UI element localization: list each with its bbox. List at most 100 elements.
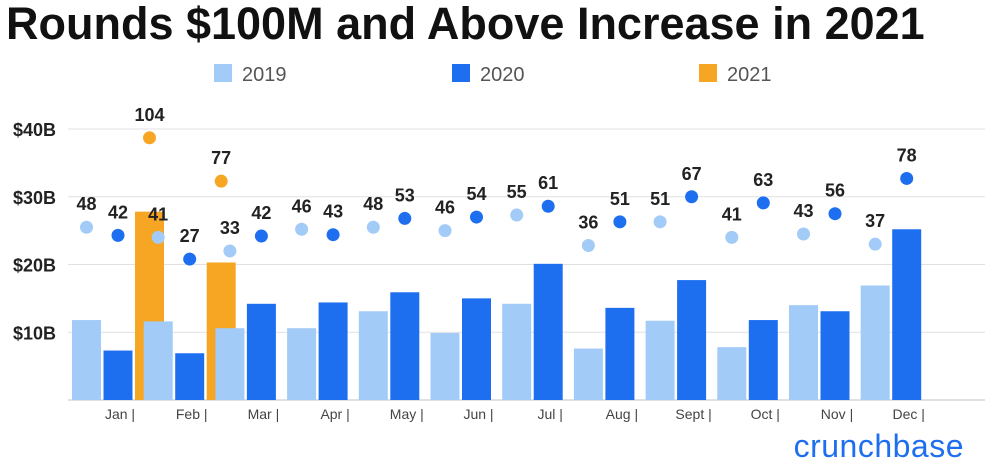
count-label-2020-11: 56 [825,181,845,201]
count-marker-2020-5 [398,211,412,225]
x-tick-label: Dec | [892,406,924,422]
x-tick-label: May | [390,406,424,422]
bar-2019-4 [287,328,317,400]
bar-2020-8 [605,307,635,400]
count-label-2020-4: 43 [323,202,343,222]
count-marker-2019-6 [438,224,452,238]
count-marker-2020-6 [470,210,483,224]
count-label-2020-10: 63 [753,170,773,190]
bars [72,211,922,400]
x-tick-label: Jan | [105,406,135,422]
count-label-2019-10: 41 [722,204,742,224]
bar-2020-7 [533,263,563,400]
y-tick-label: $40B [13,120,56,140]
count-labels: 48 42 104 41 27 77 33 42 46 43 48 53 46 54 55 61 36 51 51 6… [76,105,916,246]
count-label-2020-3: 42 [251,203,271,223]
count-marker-2020-8 [613,215,627,229]
count-marker-2021-2 [214,174,228,188]
x-tick-label: Mar | [248,406,280,422]
bar-2019-11 [789,305,818,400]
count-label-2019-12: 37 [865,211,885,231]
bar-2019-5 [358,311,388,400]
bar-2020-4 [318,302,348,400]
count-marker-2021-1 [143,131,156,145]
count-marker-2020-10 [756,196,770,210]
count-marker-2019-3 [223,244,237,258]
count-marker-2019-4 [295,222,309,236]
count-marker-2020-12 [900,171,914,185]
bar-2020-1 [103,350,133,400]
count-label-2019-9: 51 [650,189,670,209]
count-marker-2019-11 [797,227,810,241]
x-axis-ticks: Jan | Feb | Mar | Apr | May | Jun | Jul | Aug |… [105,406,925,422]
bar-2020-11 [820,311,850,400]
count-marker-2020-4 [326,228,340,242]
count-label-2019-6: 46 [435,198,455,218]
count-label-2020-9: 67 [682,164,702,184]
count-label-2019-1: 48 [76,194,96,214]
bar-2020-6 [462,298,491,400]
count-label-2019-7: 55 [507,182,527,202]
bar-2019-9 [645,320,675,400]
count-marker-2020-1 [111,228,125,242]
bar-2020-9 [677,280,707,400]
count-marker-2020-3 [254,229,268,243]
bar-2019-6 [430,332,460,400]
bar-2019-12 [860,285,890,400]
count-label-2021-2: 77 [211,148,231,168]
count-marker-2019-9 [653,215,667,229]
count-label-2021-1: 104 [134,105,164,125]
y-tick-label: $10B [13,323,56,343]
bar-2019-8 [573,348,603,400]
count-marker-2019-5 [366,220,380,234]
bar-2020-12 [892,229,922,400]
count-marker-2019-1 [80,220,93,234]
bar-2019-3 [215,328,245,400]
count-label-2019-11: 43 [793,201,813,221]
x-tick-label: Sept | [675,406,711,422]
legend-label-2021: 2021 [727,64,772,86]
count-label-2019-3: 33 [220,218,240,238]
y-axis-ticks: $10B $20B $30B $40B [13,120,56,343]
chart-title: Rounds $100M and Above Increase in 2021 [6,0,925,49]
count-label-2019-4: 46 [292,196,312,216]
count-label-2020-7: 61 [538,173,558,193]
count-marker-2019-7 [510,208,524,222]
bar-2020-3 [246,303,276,400]
count-label-2020-1: 42 [108,202,128,222]
count-label-2020-8: 51 [610,189,630,209]
count-label-2020-2: 27 [180,226,200,246]
brand-logo: crunchbase [793,428,964,464]
count-marker-2019-2 [151,230,165,244]
legend-swatch-2021 [699,64,717,82]
x-tick-label: Aug | [606,406,638,422]
bar-2020-2 [175,353,205,400]
count-label-2020-12: 78 [897,145,917,165]
count-marker-2020-11 [828,207,842,221]
count-marker-2019-8 [581,239,595,253]
bar-2020-10 [748,320,778,400]
count-label-2019-2: 41 [148,204,168,224]
bar-2020-5 [390,292,420,400]
y-tick-label: $20B [13,256,56,276]
count-label-2020-5: 53 [395,185,415,205]
count-marker-2020-7 [541,199,555,213]
legend-label-2019: 2019 [242,64,287,86]
count-label-2020-6: 54 [466,184,486,204]
count-label-2019-8: 36 [578,213,598,233]
bar-2019-1 [72,320,101,400]
count-marker-2020-2 [183,252,197,266]
bar-2019-2 [143,321,173,400]
bar-2019-10 [717,347,747,400]
x-tick-label: Feb | [176,406,208,422]
x-tick-label: Nov | [821,406,853,422]
legend-swatch-2020 [452,64,470,82]
legend: 2019 2020 2021 [214,64,772,86]
x-tick-label: Apr | [320,406,349,422]
count-marker-2020-9 [685,190,699,204]
x-tick-label: Jun | [463,406,493,422]
x-tick-label: Jul | [537,406,562,422]
count-marker-2019-12 [868,237,882,251]
count-marker-2019-10 [725,230,739,244]
